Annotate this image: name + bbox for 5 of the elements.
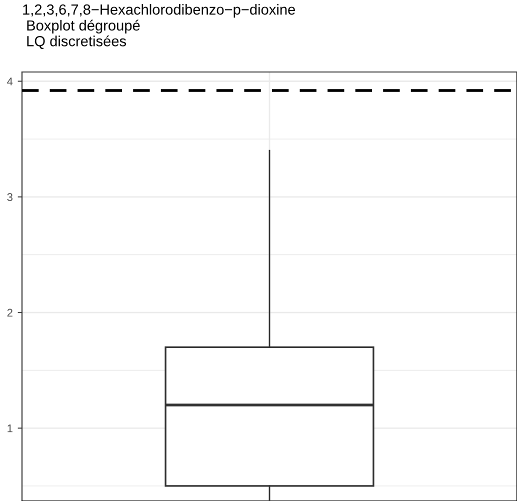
chart-title: 1,2,3,6,7,8−Hexachlorodibenzo−p−dioxine Boxplot dégroupé LQ discretisées: [23, 4, 295, 49]
y-tick-label: 1: [8, 424, 12, 432]
y-tick-label: 2: [7, 308, 12, 317]
y-tick-label: 4: [7, 78, 13, 86]
y-tick-label: 3: [7, 193, 12, 202]
